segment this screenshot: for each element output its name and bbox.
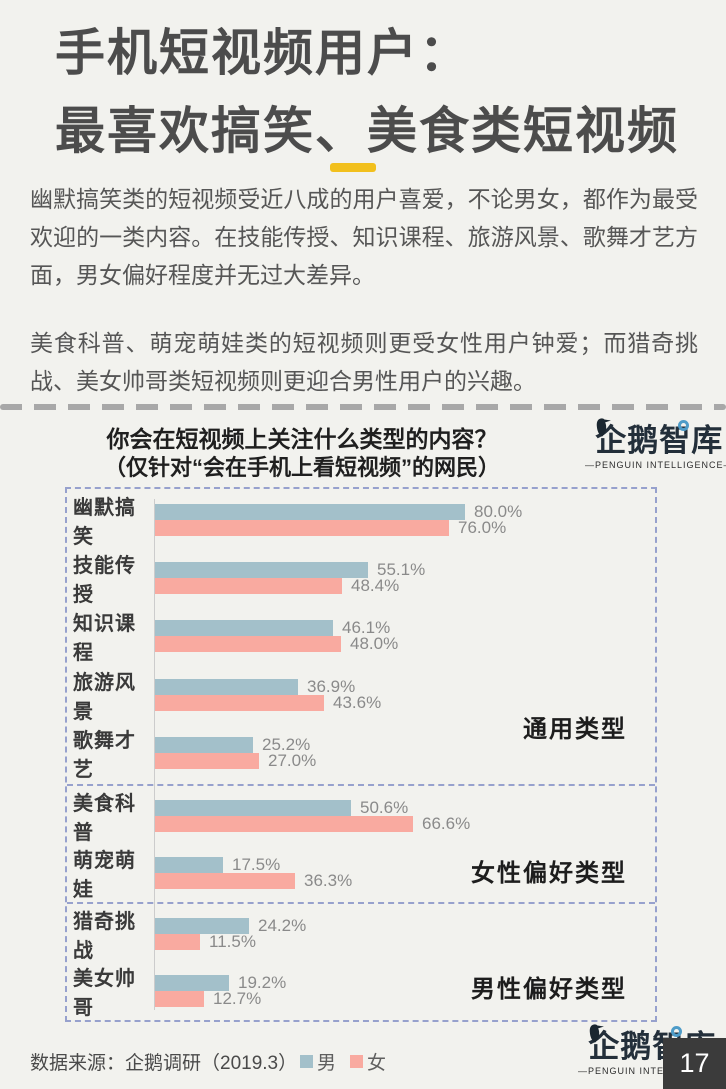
bar-value-label: 48.4% [351,576,400,596]
category-label: 萌宠萌娃 [73,849,136,901]
category-label: 美女帅哥 [73,967,136,1019]
bar-female [155,990,204,1007]
category-label: 旅游风景 [73,671,136,723]
bar-male [155,503,465,520]
chart-row: 猎奇挑战 24.2% 11.5% [67,906,655,962]
bar-value-label: 50.6% [360,797,409,817]
male-swatch [300,1055,313,1068]
bar-value-label: 80.0% [474,501,523,521]
bar-value-label: 11.5% [209,931,256,951]
bar-female [155,694,324,711]
title-accent-mark [330,163,376,172]
section-divider [0,404,726,410]
logo-circle-accent [671,1026,683,1037]
category-label: 美食科普 [73,792,136,844]
legend-item-male: 男 [300,1048,336,1075]
bar-male [155,799,351,816]
chart-section-0: 幽默搞笑 80.0% 76.0% 技能传授 55.1% 48.4% 知识课程 46.1% 48.… [67,489,655,784]
bar-female [155,815,413,832]
bar-value-label: 76.0% [458,517,507,537]
logo-text-cn: 企鹅智库 [595,423,724,458]
chart-section-1: 美食科普 50.6% 66.6% 萌宠萌娃 17.5% 36.3% 女性偏好类型 [67,784,655,902]
logo-text-en: —PENGUIN INTELLIGENCE— [578,1066,726,1076]
category-label: 猎奇挑战 [73,910,136,962]
logo-circle-accent [678,420,690,431]
bar-male [155,562,368,579]
page-number: 17 [663,1038,726,1089]
chart-legend: 男 女 [300,1048,386,1075]
bar-value-label: 55.1% [377,560,426,580]
bar-value-label: 36.3% [304,870,353,890]
bar-male [155,620,333,637]
bar-value-label: 24.2% [258,915,307,935]
penguin-icon [591,411,613,445]
category-label: 技能传授 [73,555,136,607]
chart-axis [154,499,155,1010]
bar-female [155,519,449,536]
chart-row: 技能传授 55.1% 48.4% [67,551,655,606]
bar-value-label: 43.6% [333,692,382,712]
chart-row: 美食科普 50.6% 66.6% [67,788,655,844]
bar-female [155,933,200,950]
bar-value-label: 27.0% [268,751,317,771]
female-swatch [350,1055,364,1068]
section-label: 男性偏好类型 [471,976,627,1003]
legend-label-female: 女 [367,1053,387,1074]
page-title-line2: 最喜欢搞笑、美食类短视频 [55,103,679,159]
bar-male [155,974,229,991]
chart-row: 幽默搞笑 80.0% 76.0% [67,492,655,548]
bar-chart: 幽默搞笑 80.0% 76.0% 技能传授 55.1% 48.4% 知识课程 46.1% 48.… [65,487,657,1022]
chart-question: 你会在短视频上关注什么类型的内容？ （仅针对“会在手机上看短视频”的网民） [62,424,542,482]
bar-value-label: 48.0% [350,634,399,654]
chart-row: 歌舞才艺 25.2% 27.0% [67,726,655,781]
bar-female [155,636,341,653]
chart-section-2: 猎奇挑战 24.2% 11.5% 美女帅哥 19.2% 12.7% 男性偏好类型 [67,902,655,1020]
chart-row: 知识课程 46.1% 48.0% [67,609,655,664]
bar-value-label: 46.1% [342,618,391,638]
chart-question-line2: （仅针对“会在手机上看短视频”的网民） [103,455,500,480]
bar-value-label: 19.2% [238,972,287,992]
intro-paragraph-1: 幽默搞笑类的短视频受近八成的用户喜爱，不论男女，都作为最受欢迎的一类内容。在技能… [30,186,698,288]
chart-question-line1: 你会在短视频上关注什么类型的内容？ [106,426,498,452]
category-label: 幽默搞笑 [73,496,136,548]
intro-paragraph-2: 美食科普、萌宠萌娃类的短视频则更受女性用户钟爱；而猎奇挑战、美女帅哥类短视频则更… [30,330,698,394]
bar-male [155,737,253,754]
bar-female [155,578,342,595]
bar-value-label: 25.2% [262,735,311,755]
chart-row: 旅游风景 36.9% 43.6% [67,667,655,723]
bar-male [155,856,223,873]
category-label: 知识课程 [73,613,136,665]
chart-row: 萌宠萌娃 17.5% 36.3% [67,845,655,901]
category-label: 歌舞才艺 [73,730,136,782]
legend-item-female: 女 [350,1048,386,1075]
penguin-intelligence-logo: 企鹅智库 —PENGUIN INTELLIGENCE— [585,418,726,470]
chart-row: 美女帅哥 19.2% 12.7% [67,963,655,1019]
bar-value-label: 66.6% [422,813,471,833]
section-label: 女性偏好类型 [471,860,627,887]
logo-text-en: —PENGUIN INTELLIGENCE— [585,460,726,470]
page-title: 手机短视频用户： 最喜欢搞笑、美食类短视频 [55,14,679,170]
bar-value-label: 36.9% [307,676,356,696]
bar-female [155,872,295,889]
page-title-line1: 手机短视频用户： [55,25,471,81]
data-source: 数据来源：企鹅调研（2019.3） [30,1053,298,1074]
penguin-icon [584,1017,606,1051]
bar-female [155,753,259,770]
bar-value-label: 17.5% [232,854,281,874]
bar-male [155,917,249,934]
legend-label-male: 男 [317,1053,337,1074]
bar-value-label: 12.7% [213,988,262,1008]
section-label: 通用类型 [523,716,627,743]
bar-male [155,678,298,695]
